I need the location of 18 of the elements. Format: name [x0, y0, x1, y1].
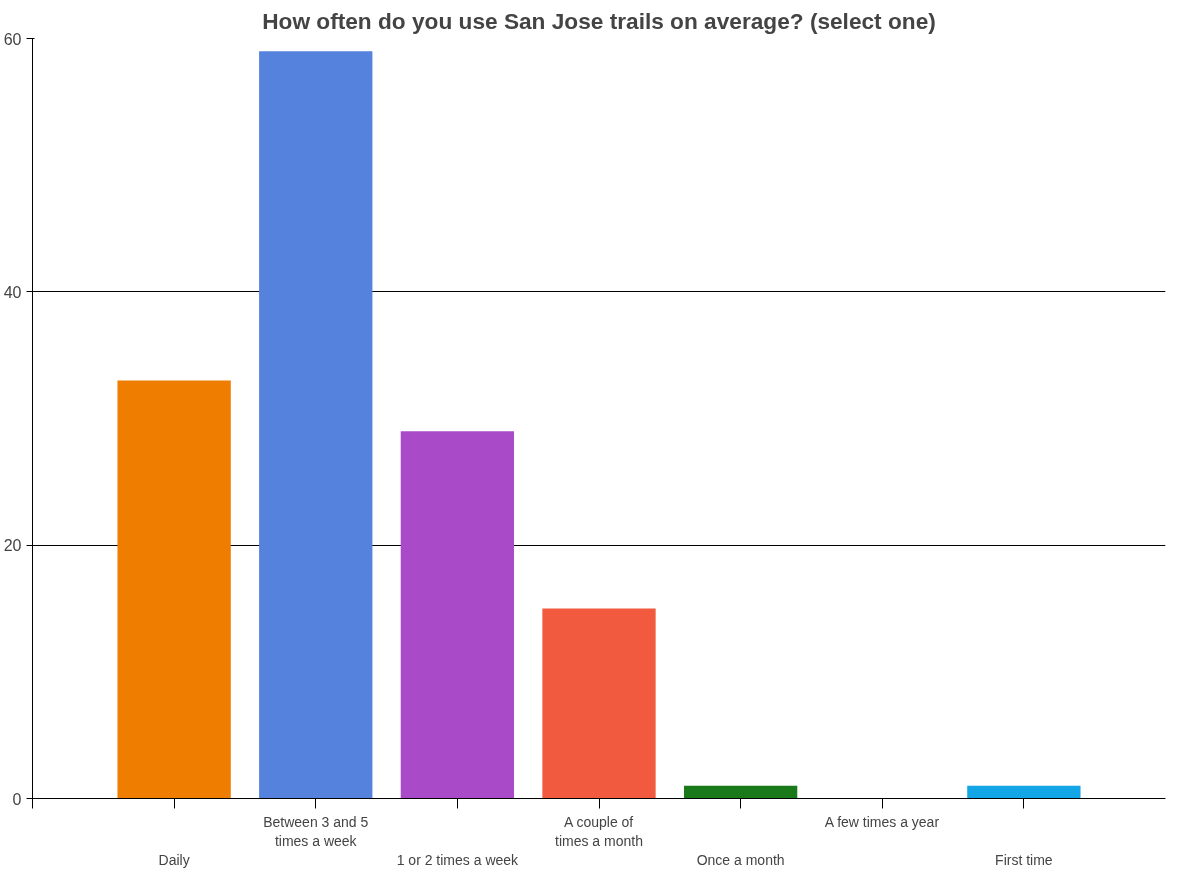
y-tick-label: 40 — [3, 283, 22, 301]
bar — [400, 431, 515, 799]
bar — [542, 608, 656, 799]
y-tick-label: 20 — [3, 537, 22, 555]
x-tick-label: Between 3 and 5 times a week — [263, 813, 369, 849]
bar — [967, 785, 1081, 799]
x-tick-label: A couple of times a month — [555, 813, 643, 849]
y-tick-label: 0 — [12, 790, 22, 808]
x-tick-label: First time — [995, 851, 1053, 868]
x-tick-label: A few times a year — [824, 813, 940, 830]
x-tick-label: Daily — [158, 851, 190, 868]
bar — [683, 785, 798, 799]
y-tick-label: 60 — [3, 30, 22, 48]
x-tick-label: 1 or 2 times a week — [396, 851, 520, 868]
bar — [117, 380, 231, 799]
x-tick-label: Once a month — [696, 851, 785, 868]
chart-title: How often do you use San Jose trails on average? (select one) — [262, 7, 936, 34]
bar — [259, 51, 373, 799]
